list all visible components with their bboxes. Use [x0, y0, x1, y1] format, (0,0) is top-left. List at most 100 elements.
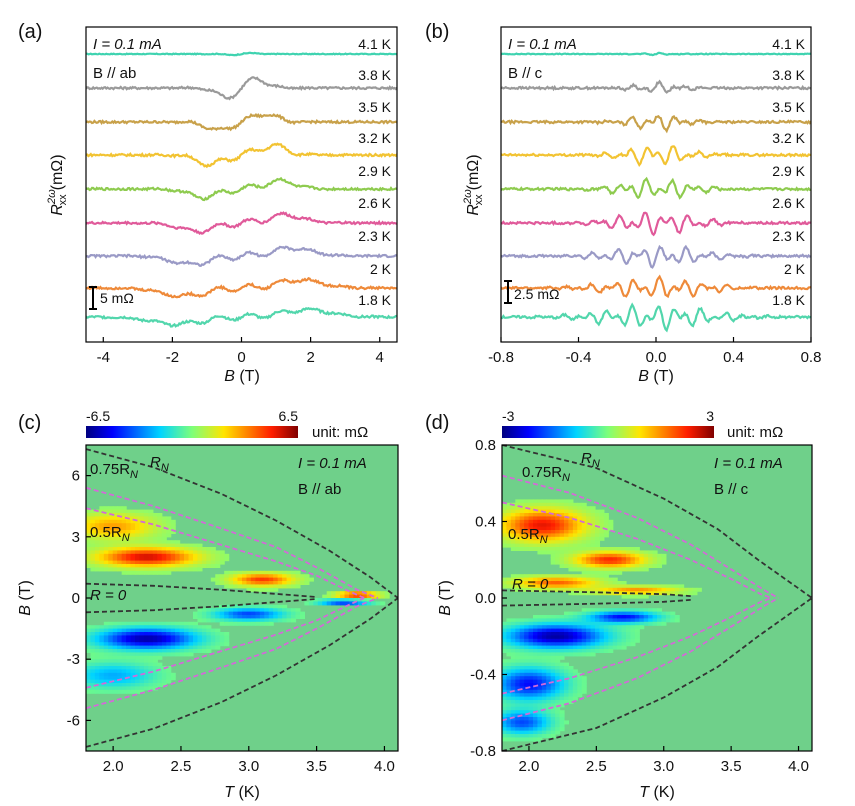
- heatmap-cell: [108, 689, 114, 694]
- heatmap-cell: [224, 618, 230, 623]
- heatmap-cell: [126, 662, 132, 667]
- heatmap-cell: [599, 611, 605, 616]
- heatmap-cell: [528, 509, 534, 514]
- heatmap-cell: [139, 526, 145, 531]
- heatmap-cell: [143, 666, 149, 670]
- heatmap-cell: [112, 628, 118, 633]
- heatmap-cell: [246, 574, 252, 579]
- heatmap-cell: [143, 638, 149, 643]
- heatmap-cell: [139, 553, 145, 558]
- heatmap-cell: [599, 519, 605, 524]
- heatmap-cell: [86, 530, 92, 534]
- heatmap-cell: [630, 584, 636, 589]
- series-line-3.5-k: [86, 112, 397, 132]
- boundary-curve-r075-upper: [86, 486, 379, 599]
- heatmap-cell: [510, 723, 516, 728]
- heatmap-cell: [90, 564, 96, 568]
- heatmap-cell: [515, 523, 521, 528]
- heatmap-cell: [103, 645, 109, 650]
- heatmap-cell: [568, 516, 574, 521]
- heatmap-cell: [210, 550, 216, 555]
- heatmap-cell: [502, 683, 508, 687]
- heatmap-cell: [121, 540, 127, 545]
- heatmap-cell: [559, 533, 565, 538]
- heatmap-cell: [559, 581, 565, 585]
- heatmap-cell: [550, 526, 556, 531]
- heatmap-cell: [630, 621, 636, 626]
- heatmap-cell: [550, 509, 556, 514]
- heatmap-cell: [546, 676, 552, 681]
- heatmap-cell: [577, 506, 583, 511]
- heatmap-cell: [661, 591, 667, 596]
- heatmap-cell: [586, 649, 592, 653]
- heatmap-cell: [215, 638, 221, 643]
- heatmap-cell: [555, 557, 561, 562]
- heatmap-cell: [130, 526, 136, 531]
- heatmap-cell: [577, 543, 583, 548]
- heatmap-cell: [121, 564, 127, 568]
- heatmap-cell: [148, 621, 154, 626]
- heatmap-cell: [621, 550, 627, 555]
- heatmap-cell: [130, 679, 136, 684]
- heatmap-cell: [184, 625, 190, 630]
- heatmap-cell: [528, 516, 534, 521]
- heatmap-cell: [242, 611, 248, 616]
- heatmap-cell: [515, 645, 521, 650]
- heatmap-cell: [599, 628, 605, 633]
- heatmap-cell: [541, 523, 547, 528]
- heatmap-cell: [121, 621, 127, 626]
- heatmap-cell: [564, 621, 570, 626]
- heatmap-cell: [617, 567, 623, 572]
- heatmap-cell: [586, 506, 592, 511]
- heatmap-cell: [112, 530, 118, 534]
- heatmap-cell: [86, 560, 92, 565]
- heatmap-cell: [612, 632, 618, 636]
- heatmap-cell: [537, 717, 543, 721]
- heatmap-cell: [515, 618, 521, 623]
- heatmap-cell: [201, 553, 207, 558]
- heatmap-cell: [541, 710, 547, 715]
- heatmap-cell: [130, 536, 136, 541]
- heatmap-cell: [121, 683, 127, 687]
- heatmap-cell: [657, 618, 663, 623]
- heatmap-cell: [590, 574, 596, 579]
- heatmap-cell: [86, 557, 92, 562]
- heatmap-cell: [250, 618, 256, 623]
- heatmap-cell: [268, 587, 274, 592]
- heatmap-cell: [502, 536, 508, 541]
- heatmap-cell: [524, 693, 530, 698]
- heatmap-cell: [581, 652, 587, 657]
- heatmap-cell: [603, 638, 609, 643]
- heatmap-cell: [237, 577, 243, 582]
- heatmap-cell: [524, 689, 530, 694]
- heatmap-cell: [135, 553, 141, 558]
- heatmap-cell: [555, 642, 561, 647]
- heatmap-cell: [506, 686, 512, 691]
- heatmap-cell: [568, 615, 574, 619]
- heatmap-cell: [595, 608, 601, 613]
- heatmap-cell: [577, 693, 583, 698]
- heatmap-cell: [519, 649, 525, 653]
- heatmap-cell: [546, 703, 552, 708]
- heatmap-cell: [612, 621, 618, 626]
- heatmap-cell: [599, 570, 605, 575]
- heatmap-cell: [152, 553, 158, 558]
- heatmap-cell: [273, 587, 279, 592]
- heatmap-cell: [326, 594, 332, 599]
- heatmap-cell: [670, 587, 676, 592]
- heatmap-cell: [340, 594, 346, 599]
- heatmap-cell: [264, 577, 270, 582]
- heatmap-cell: [130, 662, 136, 667]
- heatmap-cell: [264, 604, 270, 609]
- heatmap-cell: [103, 635, 109, 640]
- heatmap-cell: [502, 662, 508, 667]
- heatmap-cell: [572, 693, 578, 698]
- heatmap-cell: [143, 550, 149, 555]
- heatmap-cell: [143, 533, 149, 538]
- heatmap-cell: [581, 621, 587, 626]
- heatmap-cell: [103, 519, 109, 524]
- heatmap-cell: [541, 659, 547, 664]
- heatmap-cell: [117, 632, 123, 636]
- heatmap-cell: [135, 621, 141, 626]
- heatmap-cell: [94, 560, 100, 565]
